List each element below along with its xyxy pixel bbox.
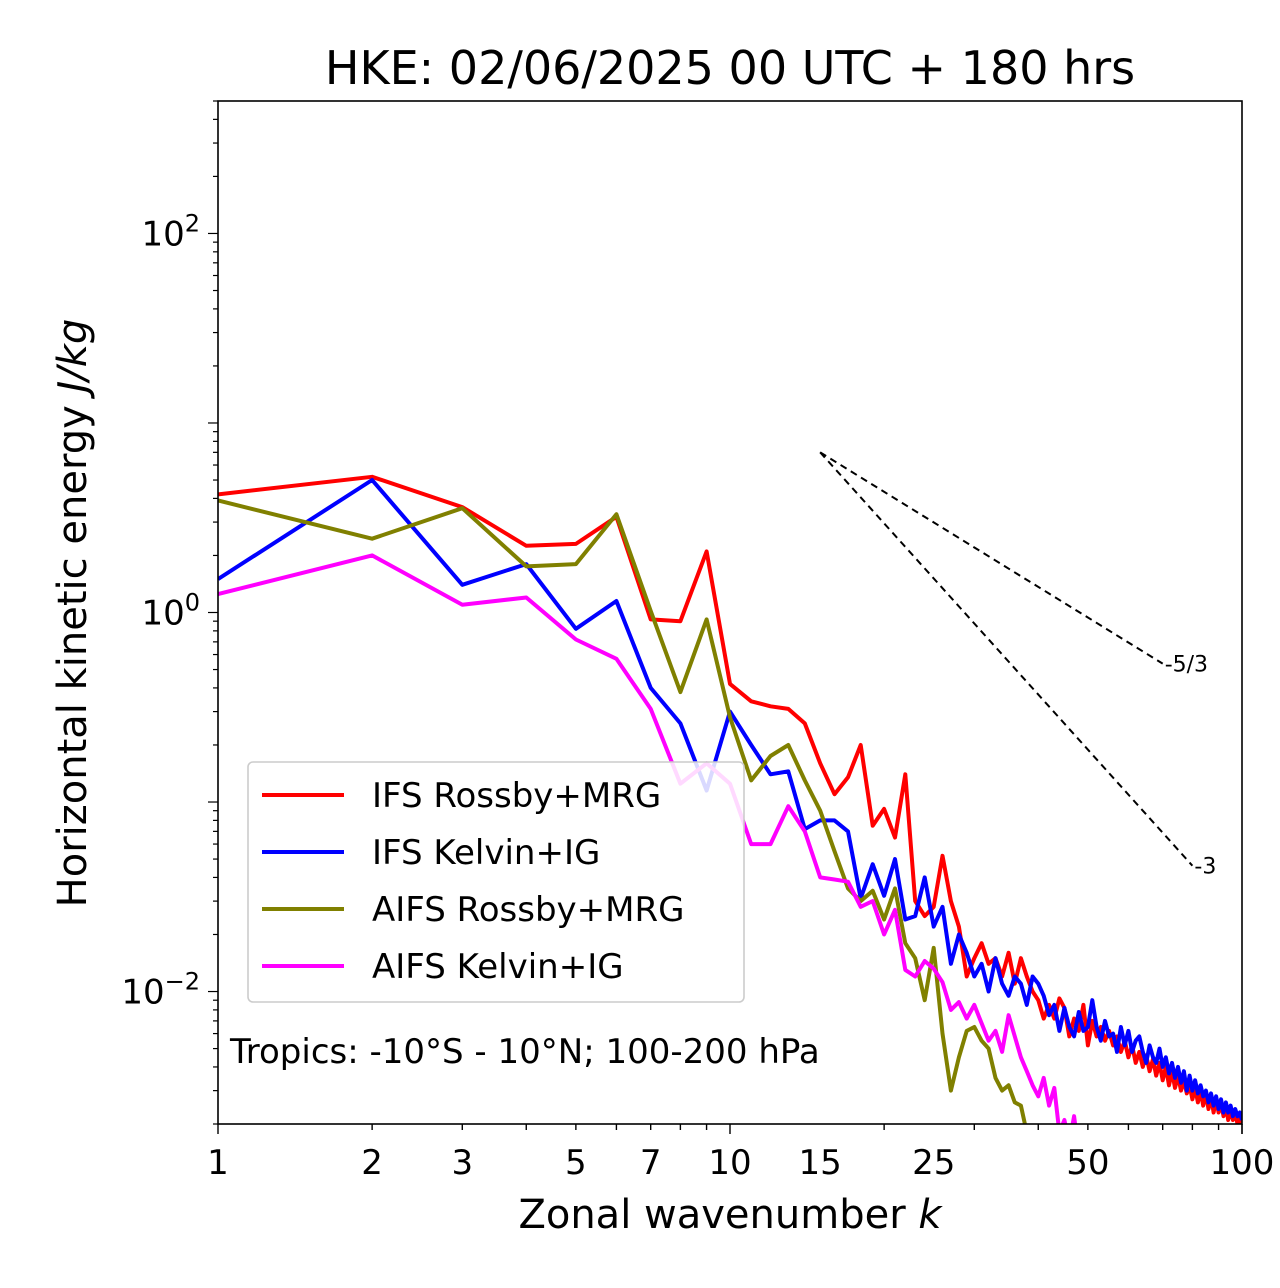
legend-items: IFS Rossby+MRG IFS Kelvin+IG AIFS Rossby+M…: [262, 776, 684, 987]
series-line-2: [218, 478, 1242, 1121]
x-tick-label: 1: [207, 1143, 229, 1183]
legend-label-2: IFS Kelvin+IG: [372, 833, 600, 873]
legend-label-4: AIFS Kelvin+IG: [372, 947, 624, 987]
legend-label-1: IFS Rossby+MRG: [372, 776, 661, 816]
y-tick-label: 102: [141, 209, 200, 254]
x-tick-label: 100: [1210, 1143, 1275, 1183]
reference-slopes: -5/3 -3: [819, 451, 1216, 880]
y-axis-label: Horizontal kinetic energy J/kg: [50, 319, 96, 908]
reference-slope-label-1: -5/3: [1165, 653, 1208, 678]
reference-slope-label-2: -3: [1194, 855, 1216, 880]
x-tick-label: 50: [1066, 1143, 1109, 1183]
reference-slope-line-2: [819, 451, 1194, 867]
x-tick-label: 3: [451, 1143, 473, 1183]
series-line-1: [218, 474, 1242, 1124]
y-axis-ticks: 102 100 10−2: [121, 100, 218, 1125]
y-tick-label: 100: [141, 589, 200, 634]
series-layer: [218, 474, 1242, 1124]
x-tick-label: 2: [361, 1143, 383, 1183]
x-tick-label: 15: [799, 1143, 842, 1183]
region-annotation: Tropics: -10°S - 10°N; 100-200 hPa: [229, 1032, 820, 1072]
y-tick-label: 10−2: [121, 968, 200, 1013]
x-tick-label: 25: [912, 1143, 955, 1183]
legend: IFS Rossby+MRG IFS Kelvin+IG AIFS Rossby+M…: [247, 761, 745, 1003]
x-axis-label: Zonal wavenumber k: [518, 1192, 943, 1238]
x-tick-label: 7: [640, 1143, 662, 1183]
x-axis-ticks: 1 2 3 5 7 10 15 25 50 100: [207, 1124, 1274, 1183]
chart-title: HKE: 02/06/2025 00 UTC + 180 hrs: [325, 41, 1135, 95]
series-line-3: [218, 498, 1027, 1124]
x-tick-label: 10: [708, 1143, 751, 1183]
legend-frame: [247, 761, 745, 1003]
legend-label-3: AIFS Rossby+MRG: [372, 890, 684, 930]
x-tick-label: 5: [565, 1143, 587, 1183]
